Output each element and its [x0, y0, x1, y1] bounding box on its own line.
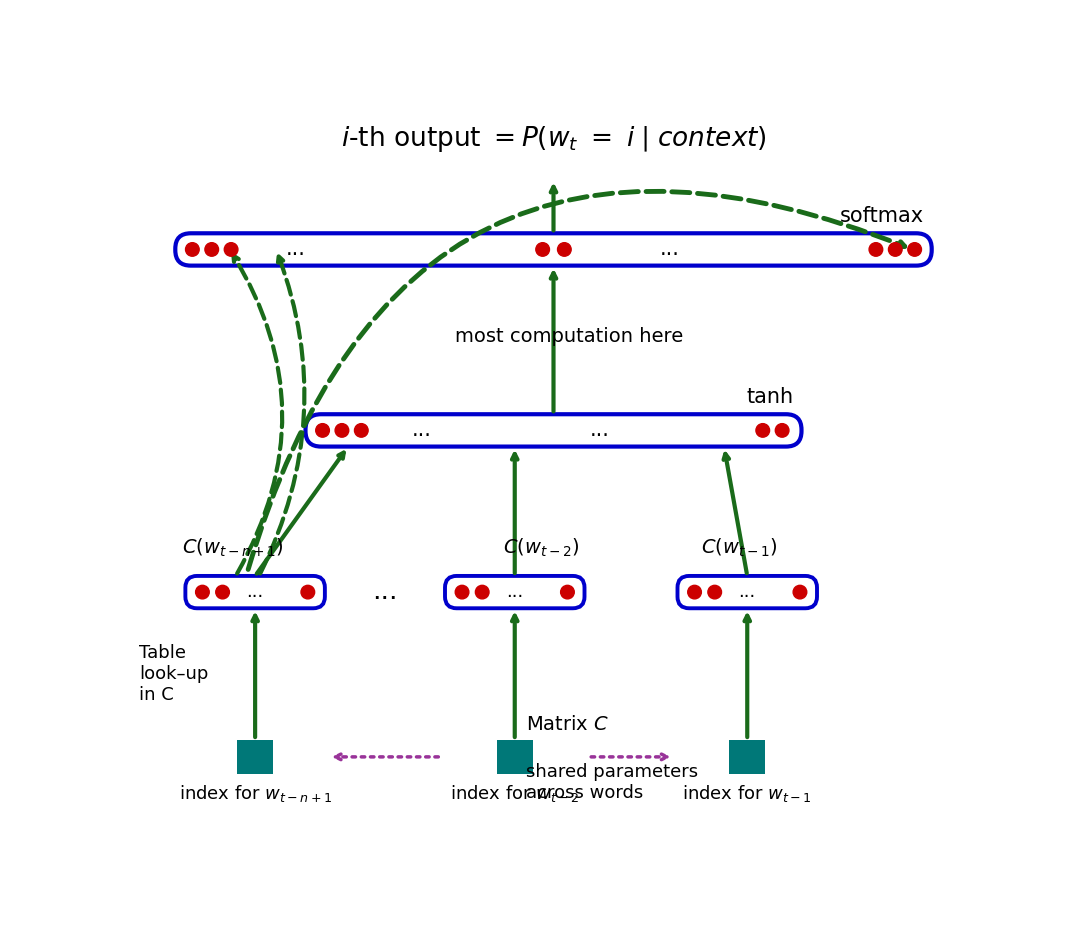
FancyBboxPatch shape [677, 576, 816, 608]
Circle shape [557, 242, 571, 256]
Text: ...: ... [246, 583, 264, 601]
Circle shape [315, 423, 329, 438]
Text: ...: ... [373, 579, 397, 605]
FancyBboxPatch shape [729, 740, 765, 774]
Text: ...: ... [590, 421, 610, 440]
Text: softmax: softmax [840, 206, 924, 225]
Circle shape [216, 586, 229, 599]
FancyBboxPatch shape [238, 740, 273, 774]
FancyBboxPatch shape [497, 740, 532, 774]
Text: $C(w_{t-2})$: $C(w_{t-2})$ [503, 537, 580, 559]
Text: $C(w_{t-1})$: $C(w_{t-1})$ [701, 537, 778, 559]
Circle shape [456, 586, 469, 599]
Text: index for $w_{t-2}$: index for $w_{t-2}$ [450, 783, 580, 804]
Circle shape [335, 423, 349, 438]
Text: Matrix $C$: Matrix $C$ [526, 715, 609, 734]
Circle shape [225, 242, 238, 256]
Circle shape [775, 423, 789, 438]
FancyBboxPatch shape [445, 576, 584, 608]
FancyBboxPatch shape [306, 414, 801, 447]
Circle shape [756, 423, 770, 438]
Text: $C(w_{t-n+1})$: $C(w_{t-n+1})$ [181, 537, 283, 559]
Circle shape [889, 242, 902, 256]
Circle shape [536, 242, 550, 256]
Circle shape [688, 586, 701, 599]
FancyBboxPatch shape [186, 576, 325, 608]
Circle shape [186, 242, 199, 256]
Text: ...: ... [739, 583, 756, 601]
Text: $i$-th output $= P(w_t \ =\ i \mid \mathit{context})$: $i$-th output $= P(w_t \ =\ i \mid \math… [340, 124, 767, 154]
Text: index for $w_{t-1}$: index for $w_{t-1}$ [683, 783, 812, 804]
FancyBboxPatch shape [175, 233, 932, 266]
Circle shape [354, 423, 368, 438]
Text: shared parameters
across words: shared parameters across words [526, 763, 699, 802]
Circle shape [475, 586, 489, 599]
Circle shape [195, 586, 210, 599]
Text: ...: ... [285, 240, 306, 259]
Circle shape [561, 586, 575, 599]
Text: tanh: tanh [746, 387, 794, 406]
Text: Table
look–up
in C: Table look–up in C [139, 644, 208, 703]
Circle shape [301, 586, 314, 599]
Text: ...: ... [507, 583, 524, 601]
Circle shape [908, 242, 921, 256]
Text: index for $w_{t-n+1}$: index for $w_{t-n+1}$ [178, 783, 332, 804]
Text: ...: ... [411, 421, 432, 440]
Circle shape [205, 242, 218, 256]
Circle shape [793, 586, 807, 599]
Circle shape [869, 242, 882, 256]
Text: most computation here: most computation here [455, 326, 684, 345]
Circle shape [707, 586, 721, 599]
Text: ...: ... [660, 240, 679, 259]
